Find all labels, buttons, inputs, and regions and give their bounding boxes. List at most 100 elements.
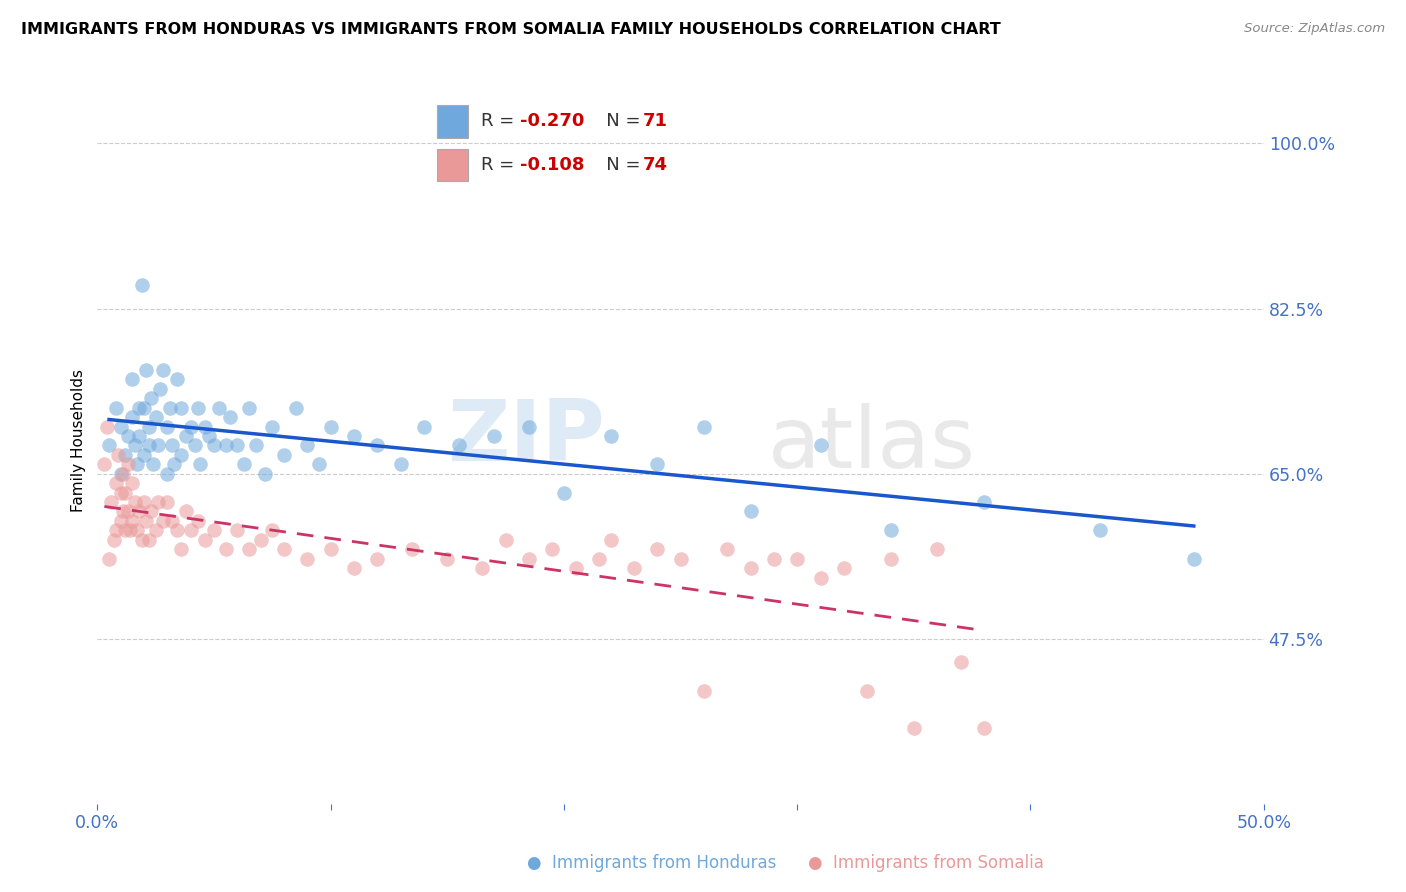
Point <box>214 438 236 452</box>
Point <box>117 429 139 443</box>
Point <box>156 419 179 434</box>
Point <box>273 448 295 462</box>
Point <box>471 561 494 575</box>
Point <box>146 438 169 452</box>
Point <box>98 551 121 566</box>
Point <box>308 458 330 472</box>
Point <box>139 391 162 405</box>
Point <box>184 438 207 452</box>
Point <box>121 410 143 425</box>
Point <box>110 485 132 500</box>
Point <box>110 419 132 434</box>
Point <box>121 514 143 528</box>
Point <box>541 542 564 557</box>
Point <box>226 438 249 452</box>
Point <box>226 524 249 538</box>
Point <box>413 419 436 434</box>
Point <box>564 561 586 575</box>
Point <box>482 429 505 443</box>
Point <box>138 438 160 452</box>
Point <box>160 438 183 452</box>
Point <box>245 438 267 452</box>
Text: ●  Immigrants from Somalia: ● Immigrants from Somalia <box>808 855 1045 872</box>
Point <box>588 551 610 566</box>
Point <box>786 551 808 566</box>
Point <box>879 551 901 566</box>
Point <box>98 438 121 452</box>
Point <box>117 504 139 518</box>
Point <box>125 524 148 538</box>
Point <box>389 458 412 472</box>
Point <box>166 524 188 538</box>
Point <box>517 419 540 434</box>
Point <box>495 533 517 547</box>
Text: IMMIGRANTS FROM HONDURAS VS IMMIGRANTS FROM SOMALIA FAMILY HOUSEHOLDS CORRELATIO: IMMIGRANTS FROM HONDURAS VS IMMIGRANTS F… <box>21 22 1001 37</box>
Point <box>238 542 260 557</box>
Text: Source: ZipAtlas.com: Source: ZipAtlas.com <box>1244 22 1385 36</box>
Point <box>973 495 995 509</box>
Point <box>810 570 832 584</box>
Point <box>645 542 668 557</box>
Point <box>105 476 128 491</box>
Point <box>693 683 716 698</box>
Point <box>121 476 143 491</box>
Point <box>262 419 284 434</box>
Point <box>156 467 179 481</box>
Point <box>927 542 949 557</box>
Text: ●  Immigrants from Honduras: ● Immigrants from Honduras <box>527 855 776 872</box>
Point <box>254 467 277 481</box>
Point <box>599 429 621 443</box>
Point <box>105 524 128 538</box>
Point <box>117 458 139 472</box>
Point <box>366 551 388 566</box>
Point <box>138 419 160 434</box>
Point <box>249 533 271 547</box>
Point <box>669 551 692 566</box>
Point <box>111 504 134 518</box>
Point <box>128 401 150 415</box>
Point <box>132 495 155 509</box>
Text: atlas: atlas <box>768 403 976 486</box>
Point <box>170 542 193 557</box>
Point <box>187 401 209 415</box>
Point <box>949 656 972 670</box>
Point <box>447 438 470 452</box>
Point <box>188 458 211 472</box>
Point <box>128 504 150 518</box>
Point <box>233 458 256 472</box>
Point <box>762 551 785 566</box>
Point <box>146 495 169 509</box>
Point <box>879 524 901 538</box>
Point <box>170 448 193 462</box>
Point <box>142 458 165 472</box>
Point <box>152 363 174 377</box>
Point <box>693 419 716 434</box>
Point <box>297 551 319 566</box>
Point <box>319 542 342 557</box>
Point <box>131 278 153 293</box>
Point <box>135 363 157 377</box>
Point <box>1182 551 1205 566</box>
Point <box>740 504 762 518</box>
Point <box>1090 524 1112 538</box>
Point <box>343 429 366 443</box>
Point <box>174 429 197 443</box>
Text: ZIP: ZIP <box>447 395 605 479</box>
Point <box>131 533 153 547</box>
Point <box>118 524 141 538</box>
Point <box>138 533 160 547</box>
Point <box>121 372 143 386</box>
Point <box>128 429 150 443</box>
Point <box>202 438 225 452</box>
Point <box>156 495 179 509</box>
Point <box>553 485 575 500</box>
Point <box>903 722 925 736</box>
Point <box>139 504 162 518</box>
Point <box>202 524 225 538</box>
Point <box>810 438 832 452</box>
Point <box>96 419 118 434</box>
Point <box>166 372 188 386</box>
Point <box>297 438 319 452</box>
Point <box>645 458 668 472</box>
Point <box>170 401 193 415</box>
